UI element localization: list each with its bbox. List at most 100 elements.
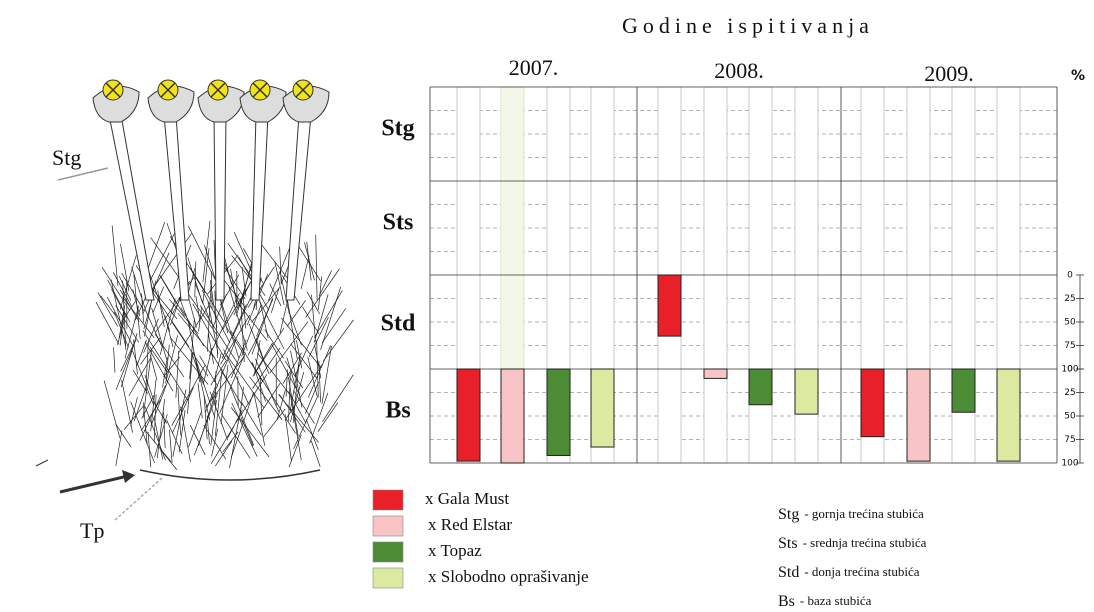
hair [95,301,120,345]
hair [121,380,133,433]
hair [230,407,270,458]
y-tick-label: 75 [1064,435,1075,445]
year-label: 2009. [924,61,974,86]
hair [197,392,217,447]
hair [142,330,169,371]
hair [187,320,201,383]
hair [210,339,237,402]
hair [199,305,239,365]
hair [264,329,284,359]
hair [281,411,296,434]
hair [106,296,134,346]
hair [220,300,240,359]
hair [163,356,181,378]
pistil-illustration [35,79,354,481]
hair [259,377,263,426]
hair [231,339,247,379]
abbreviation: Std - donja trećina stubića [778,564,920,581]
hair [194,355,211,421]
arrow [114,477,163,521]
hair [211,428,219,457]
hair [185,290,218,336]
hair [150,373,171,427]
hair [206,415,210,445]
hair [115,305,139,343]
hair [256,299,274,337]
row-label: Stg [381,116,414,142]
arrow [57,167,109,181]
hair [288,311,302,346]
y-tick-label: 0 [1067,365,1073,375]
bar [546,368,571,456]
hair [290,343,317,378]
hair [140,399,162,431]
hair [178,410,186,453]
hair [279,271,290,314]
hair [242,295,247,329]
y-tick-label: 100 [1061,459,1078,469]
hair [304,242,315,281]
bar [456,368,481,462]
hair [187,352,193,414]
hair [284,360,304,389]
abbreviation-text: - gornja trećina stubića [804,506,924,521]
y-tick-label: 50 [1064,318,1076,328]
hair [252,342,273,377]
hair [153,417,164,460]
hair [177,312,216,360]
hair [123,406,144,430]
hair [189,424,206,456]
row-label: Std [381,311,416,337]
hair [241,402,262,436]
hair [318,360,321,403]
hair [288,391,307,424]
hair [284,414,292,462]
hair [269,283,282,307]
hair [310,440,321,468]
hair [209,292,240,356]
hair [128,357,152,397]
legend-swatch [372,567,404,589]
hair [320,286,341,350]
hair [262,408,286,438]
hair [172,387,194,434]
hair [169,429,173,463]
pollen-x [105,82,121,98]
hair [205,355,245,408]
hair [214,371,217,405]
hair [113,347,116,373]
illustration-label: Tp [80,518,104,543]
year-label: 2008. [714,58,764,83]
hair [118,275,132,301]
hair [286,357,297,389]
hair [313,294,329,343]
hair [117,319,125,345]
hair [166,419,183,455]
hair [226,354,265,409]
bar [748,368,773,406]
arrowhead [122,470,135,483]
hair [132,369,148,394]
hair [144,280,157,337]
hair [188,225,217,282]
hair [143,299,153,330]
abbreviation-code: Sts [778,535,798,552]
hair [207,332,214,364]
hair [300,255,310,290]
legend-swatch [372,541,404,563]
hair [165,335,178,384]
hair [209,391,229,441]
hair [253,340,261,376]
hair [220,314,251,365]
hair [210,426,235,464]
hair [142,402,148,445]
y-tick-label: 25 [1064,294,1075,304]
hair [247,266,275,309]
hair [203,394,208,440]
hair [249,376,283,420]
abbreviation: Sts - srednja trećina stubića [778,535,927,552]
hair [231,403,258,457]
hair [210,359,227,386]
bar [657,274,682,337]
